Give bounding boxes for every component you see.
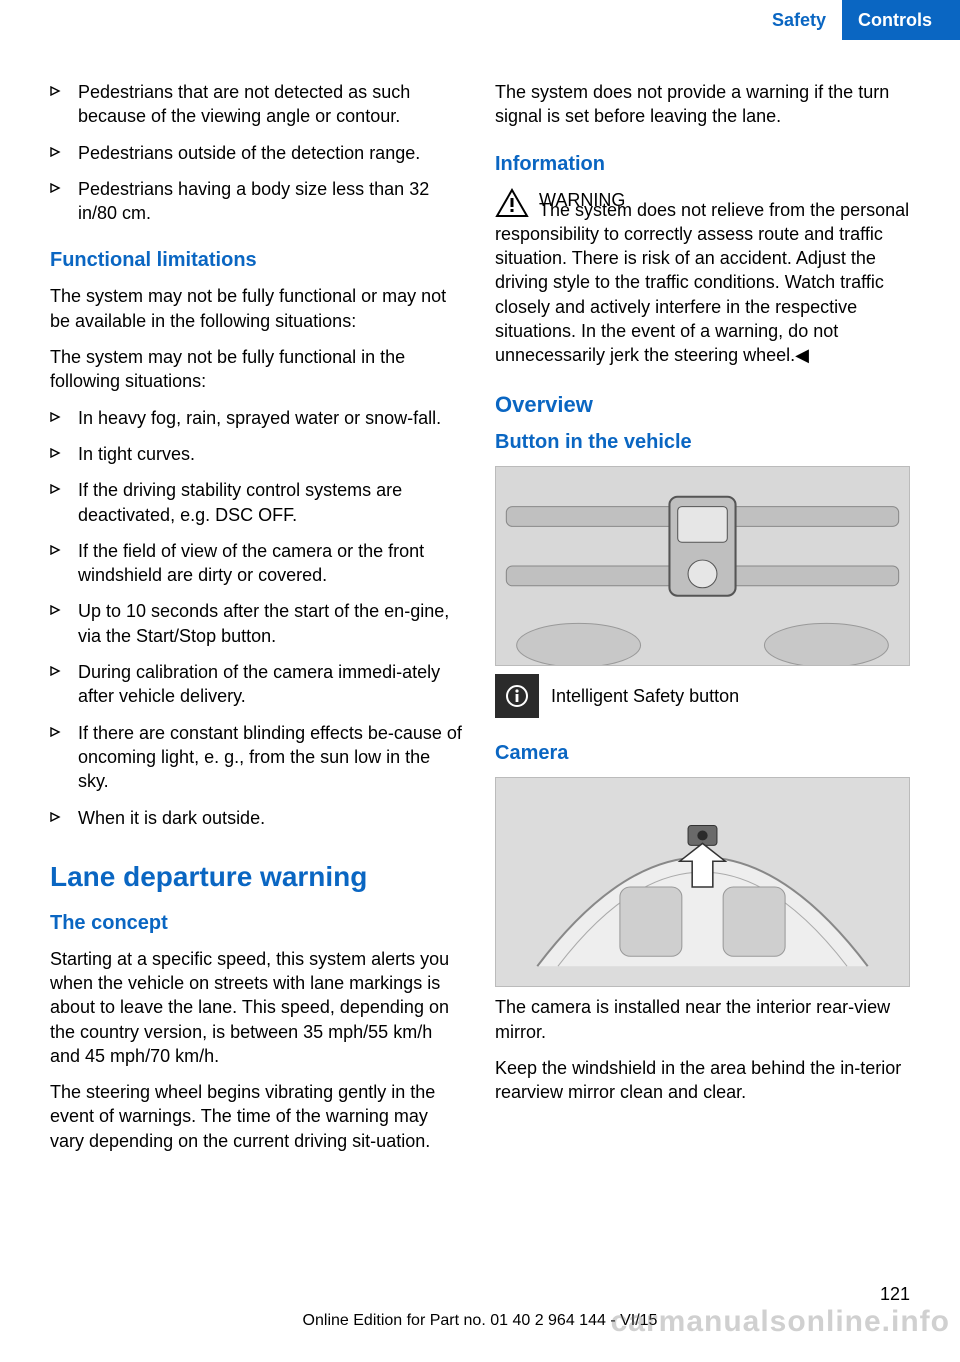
- intelligent-safety-label-row: Intelligent Safety button: [495, 674, 910, 718]
- heading-information: Information: [495, 151, 910, 178]
- heading-camera: Camera: [495, 740, 910, 767]
- triangle-bullet-icon: [50, 660, 64, 709]
- list-item: During calibration of the camera immedi‐…: [50, 660, 465, 709]
- list-item: If the field of view of the camera or th…: [50, 539, 465, 588]
- list-item: In heavy fog, rain, sprayed water or sno…: [50, 406, 465, 430]
- list-text: In heavy fog, rain, sprayed water or sno…: [78, 406, 465, 430]
- intelligent-safety-label: Intelligent Safety button: [551, 684, 739, 708]
- paragraph: Keep the windshield in the area behind t…: [495, 1056, 910, 1105]
- header-controls: Controls: [842, 0, 960, 40]
- page-footer: 121 Online Edition for Part no. 01 40 2 …: [50, 1282, 910, 1332]
- figure-camera: [495, 777, 910, 987]
- left-column: Pedestrians that are not detected as suc…: [50, 80, 465, 1165]
- triangle-bullet-icon: [50, 806, 64, 830]
- paragraph: The system does not provide a warning if…: [495, 80, 910, 129]
- list-item: Up to 10 seconds after the start of the …: [50, 599, 465, 648]
- triangle-bullet-icon: [50, 177, 64, 226]
- figure-button-in-vehicle: [495, 466, 910, 666]
- warning-text: The system does not relieve from the per…: [495, 198, 910, 368]
- header-safety: Safety: [756, 0, 842, 40]
- triangle-bullet-icon: [50, 141, 64, 165]
- triangle-bullet-icon: [50, 721, 64, 794]
- heading-the-concept: The concept: [50, 910, 465, 937]
- page-number: 121: [50, 1282, 910, 1306]
- list-text: If the driving stability control systems…: [78, 478, 465, 527]
- page-header: Safety Controls: [0, 0, 960, 40]
- list-text: Pedestrians outside of the detection ran…: [78, 141, 465, 165]
- list-text: If there are constant blinding effects b…: [78, 721, 465, 794]
- list-text: In tight curves.: [78, 442, 465, 466]
- list-item: If there are constant blinding effects b…: [50, 721, 465, 794]
- list-item: Pedestrians outside of the detection ran…: [50, 141, 465, 165]
- paragraph: The system may not be fully functional i…: [50, 345, 465, 394]
- heading-lane-departure-warning: Lane departure warning: [50, 858, 465, 896]
- paragraph: The system may not be fully functional o…: [50, 284, 465, 333]
- list-item: In tight curves.: [50, 442, 465, 466]
- list-item: When it is dark outside.: [50, 806, 465, 830]
- footer-edition-line: Online Edition for Part no. 01 40 2 964 …: [50, 1310, 910, 1332]
- right-column: The system does not provide a warning if…: [495, 80, 910, 1165]
- list-text: Pedestrians that are not detected as suc…: [78, 80, 465, 129]
- heading-functional-limitations: Functional limitations: [50, 247, 465, 274]
- triangle-bullet-icon: [50, 539, 64, 588]
- triangle-bullet-icon: [50, 599, 64, 648]
- triangle-bullet-icon: [50, 406, 64, 430]
- list-text: During calibration of the camera immedi‐…: [78, 660, 465, 709]
- list-item: Pedestrians having a body size less than…: [50, 177, 465, 226]
- paragraph: The steering wheel begins vibrating gent…: [50, 1080, 465, 1153]
- list-text: If the field of view of the camera or th…: [78, 539, 465, 588]
- triangle-bullet-icon: [50, 80, 64, 129]
- list-text: Up to 10 seconds after the start of the …: [78, 599, 465, 648]
- list-item: Pedestrians that are not detected as suc…: [50, 80, 465, 129]
- triangle-bullet-icon: [50, 442, 64, 466]
- intelligent-safety-icon: [495, 674, 539, 718]
- warning-icon: [495, 188, 529, 218]
- paragraph: The camera is installed near the interio…: [495, 995, 910, 1044]
- heading-overview: Overview: [495, 390, 910, 420]
- list-text: When it is dark outside.: [78, 806, 465, 830]
- page-body: Pedestrians that are not detected as suc…: [0, 40, 960, 1185]
- triangle-bullet-icon: [50, 478, 64, 527]
- list-item: If the driving stability control systems…: [50, 478, 465, 527]
- paragraph: Starting at a specific speed, this syste…: [50, 947, 465, 1068]
- heading-button-in-vehicle: Button in the vehicle: [495, 429, 910, 456]
- list-text: Pedestrians having a body size less than…: [78, 177, 465, 226]
